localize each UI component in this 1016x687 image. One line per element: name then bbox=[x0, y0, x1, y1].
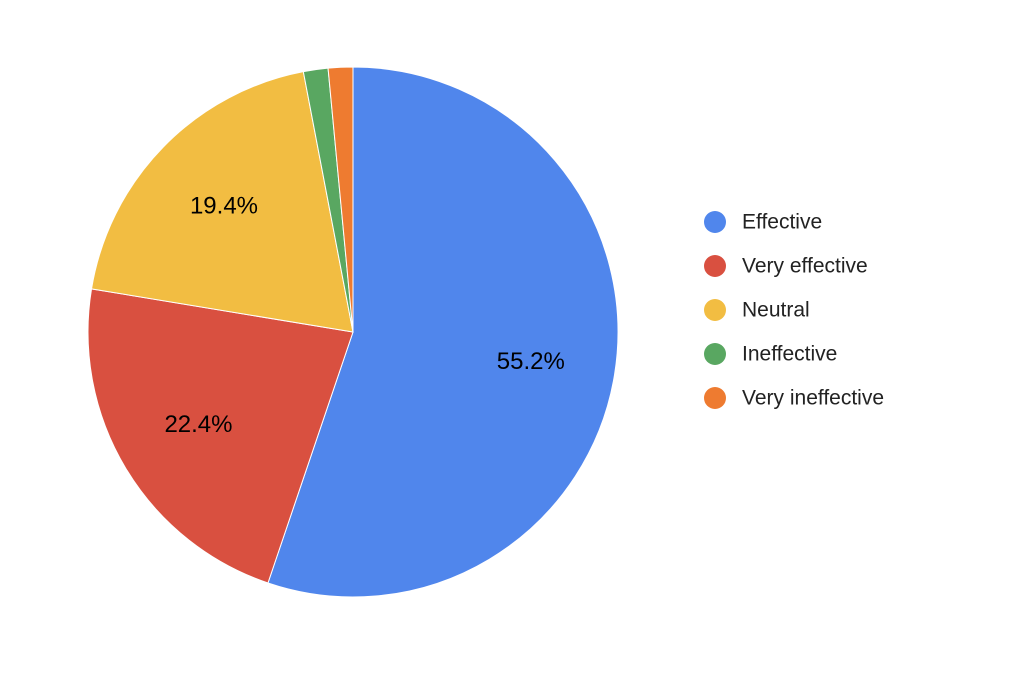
legend-label-neutral: Neutral bbox=[742, 299, 810, 322]
chart-legend: Effective Very effective Neutral Ineffectiv… bbox=[704, 211, 884, 410]
legend-label-very-ineffective: Very ineffective bbox=[742, 387, 884, 410]
legend-swatch-neutral bbox=[704, 299, 726, 321]
pie-slice-effective bbox=[267, 66, 619, 598]
slice-label-very-effective: 22.4% bbox=[164, 411, 232, 438]
legend-item-neutral: Neutral bbox=[704, 299, 810, 322]
legend-swatch-very-effective bbox=[704, 255, 726, 277]
legend-swatch-very-ineffective bbox=[704, 387, 726, 409]
legend-label-very-effective: Very effective bbox=[742, 255, 868, 278]
legend-label-effective: Effective bbox=[742, 211, 822, 234]
pie-slice-very-ineffective bbox=[327, 66, 354, 333]
slice-label-effective: 55.2% bbox=[497, 348, 565, 375]
legend-item-ineffective: Ineffective bbox=[704, 343, 837, 366]
legend-item-effective: Effective bbox=[704, 211, 822, 234]
legend-label-ineffective: Ineffective bbox=[742, 343, 837, 366]
legend-swatch-effective bbox=[704, 211, 726, 233]
pie-slices bbox=[87, 66, 619, 598]
slice-label-neutral: 19.4% bbox=[190, 193, 258, 220]
pie-slice-very-effective bbox=[87, 288, 354, 584]
legend-swatch-ineffective bbox=[704, 343, 726, 365]
legend-item-very-ineffective: Very ineffective bbox=[704, 387, 884, 410]
legend-item-very-effective: Very effective bbox=[704, 255, 868, 278]
pie-slice-labels: 55.2% 22.4% 19.4% bbox=[164, 193, 564, 439]
pie-slice-neutral bbox=[90, 71, 354, 333]
